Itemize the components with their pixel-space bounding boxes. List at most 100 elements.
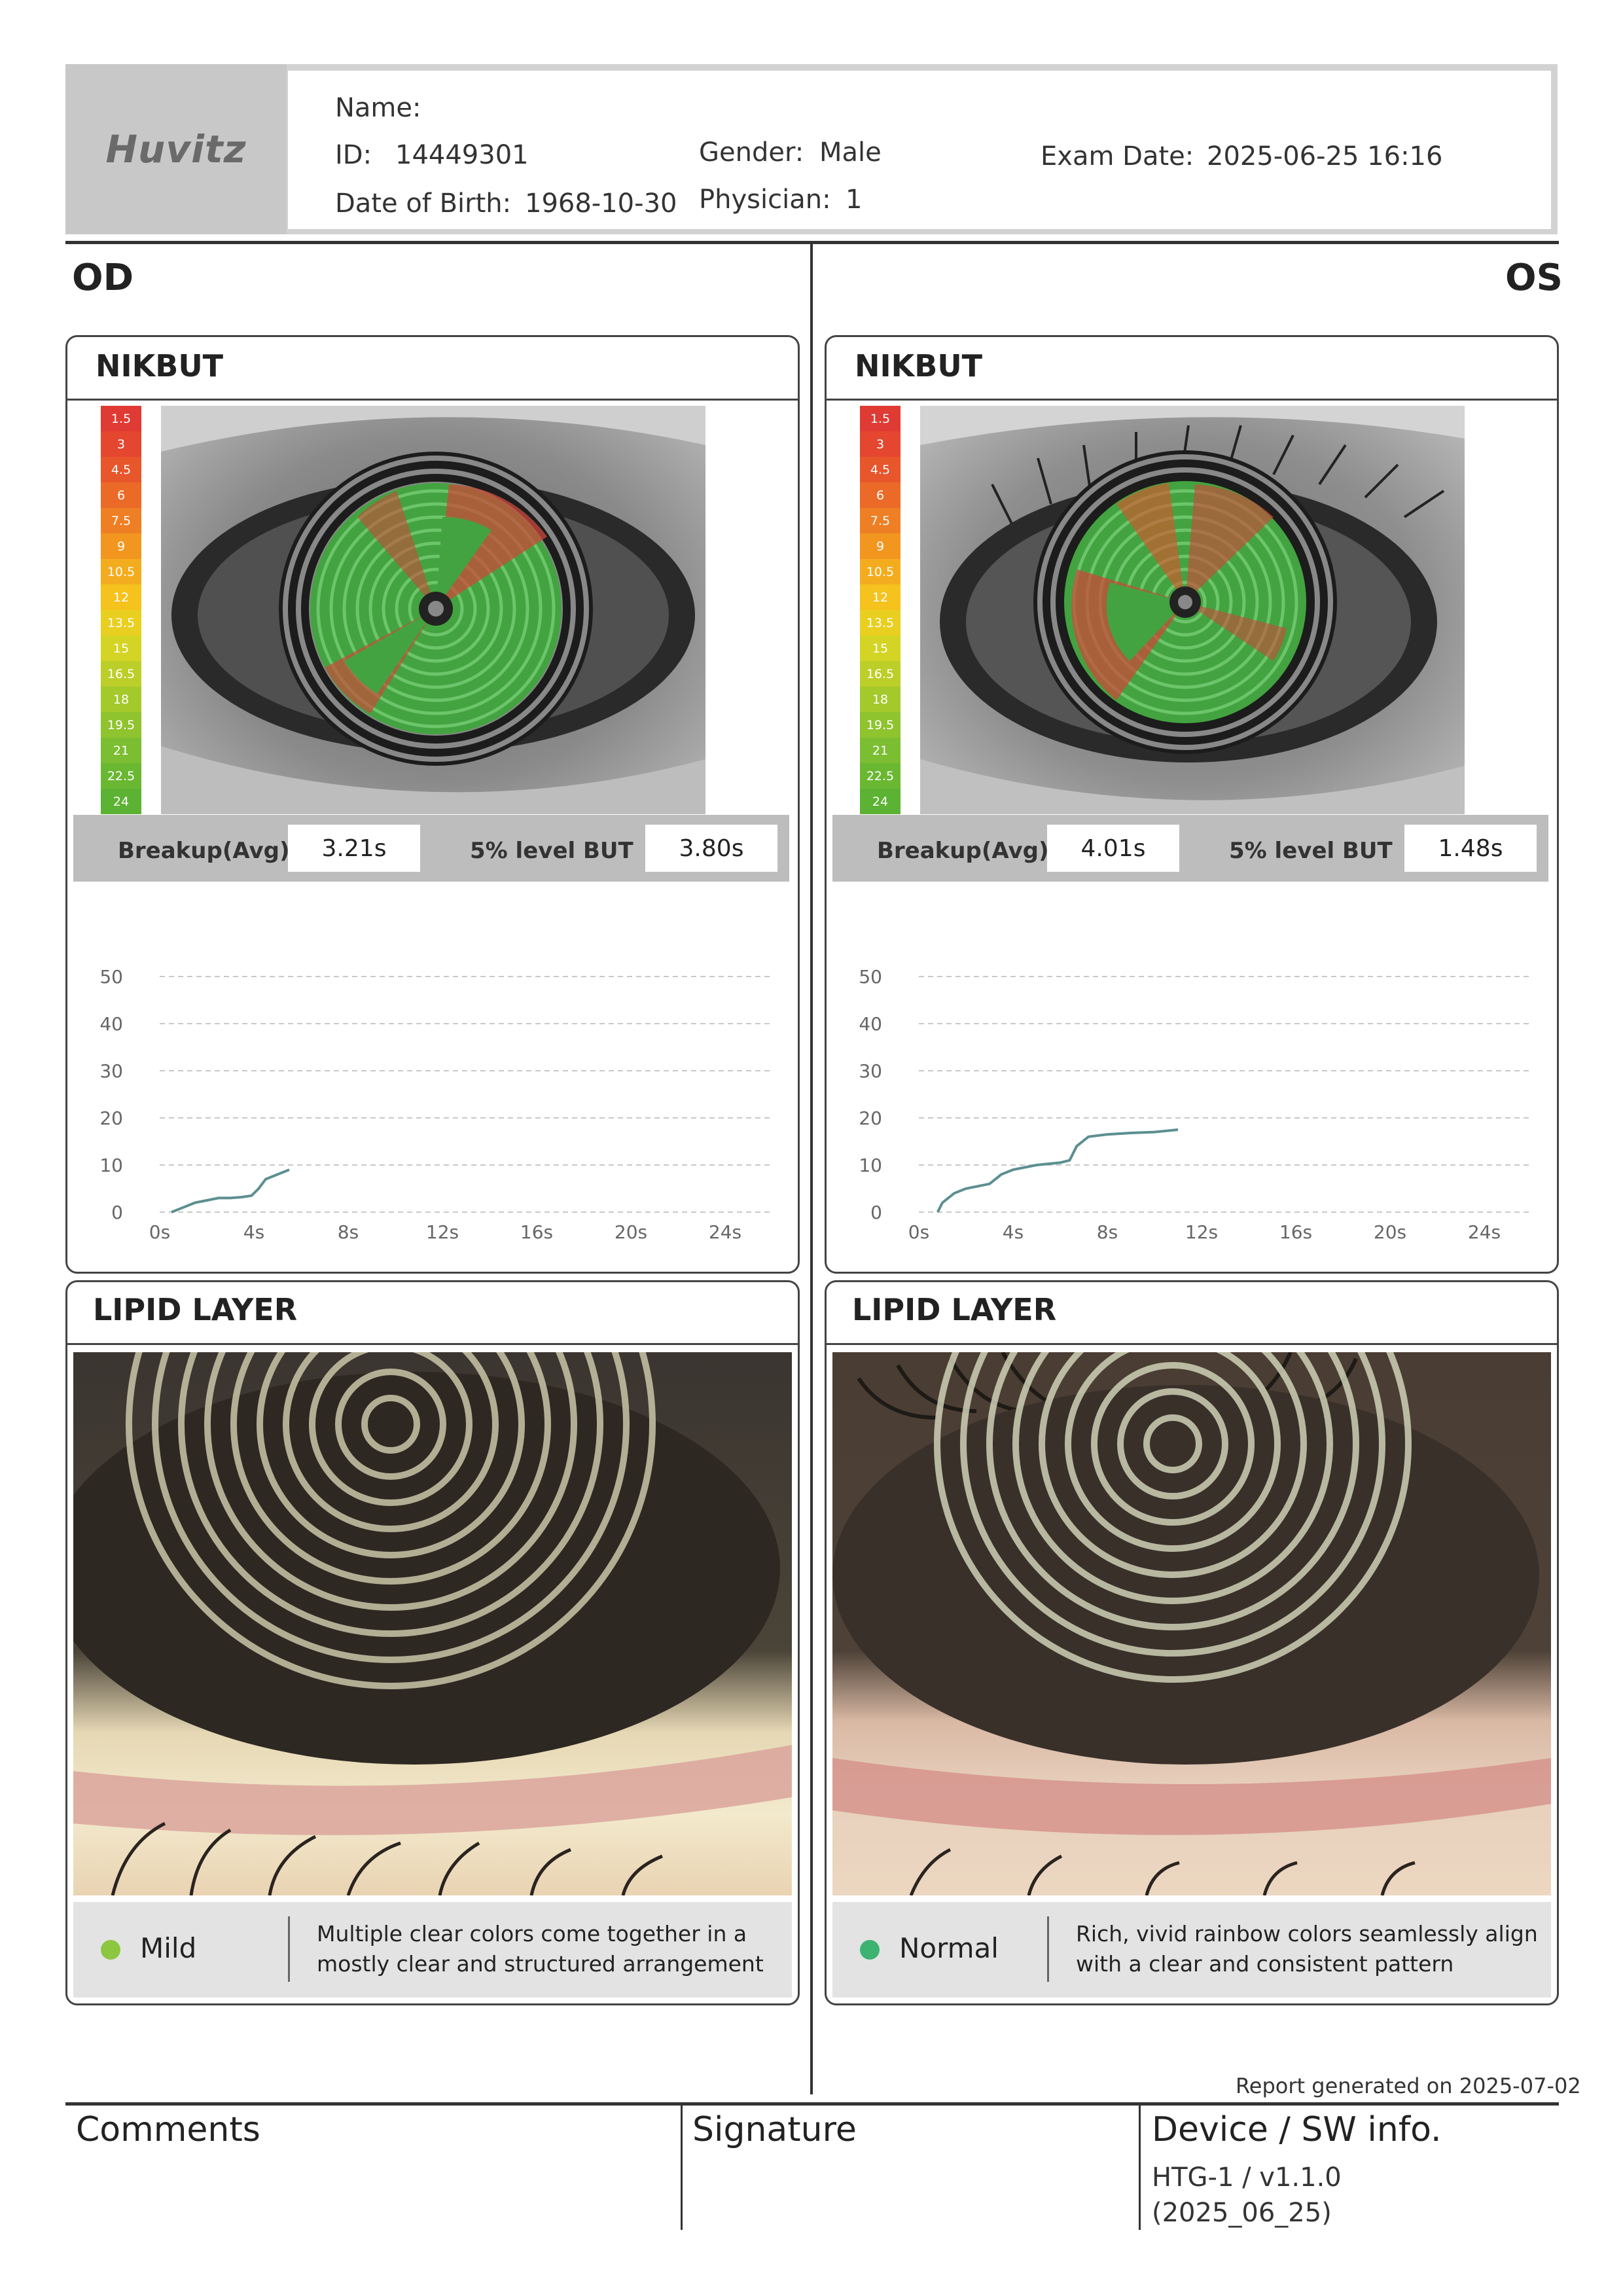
od-lipid-layer-image [73,1352,792,1895]
od-lipid-grade: Mild [140,1932,197,1964]
scale-cell: 15 [860,636,901,661]
od-breakup-value: 3.21s [288,825,420,872]
scale-cell: 24 [101,789,141,814]
exam-date-value: 2025-06-25 16:16 [1207,141,1443,171]
series-line [936,1128,1179,1213]
scale-cell: 9 [860,533,901,559]
name-label: Name: [335,93,421,123]
scale-cell: 16.5 [101,661,141,687]
y-tick-label: 20 [859,1107,882,1129]
grade-separator [1047,1916,1049,1982]
scale-cell: 19.5 [860,712,901,738]
scale-cell: 15 [101,636,141,661]
x-tick-label: 8s [1097,1221,1118,1243]
scale-cell: 9 [101,533,141,559]
od-5pct-label: 5% level BUT [470,838,633,864]
report-generated-date: Report generated on 2025-07-02 [1236,2073,1581,2098]
signature-label: Signature [692,2110,857,2149]
device-info-line1: HTG-1 / v1.1.0 [1152,2162,1342,2193]
grade-separator [288,1916,290,1982]
scale-cell: 6 [860,482,901,508]
dob-value: 1968-10-30 [525,188,677,219]
x-tick-label: 4s [243,1221,264,1243]
panel-separator [67,399,798,401]
scale-cell: 4.5 [101,457,141,482]
y-tick-label: 30 [859,1060,882,1082]
y-tick-label: 0 [870,1202,882,1223]
scale-cell: 18 [860,687,901,712]
x-tick-label: 24s [1468,1221,1501,1243]
scale-cell: 7.5 [860,508,901,533]
od-nikbut-color-scale: 1.5 3 4.5 6 7.5 9 10.5 12 13.5 15 16.5 18 19.5 21 22.5… [101,406,141,814]
os-nikbut-color-scale: 1.5 3 4.5 6 7.5 9 10.5 12 13.5 15 16.5 18 19.5 21 22.5… [860,406,901,814]
header-rule [65,241,1559,244]
panel-separator [827,1343,1557,1345]
footer-divider [1139,2106,1141,2230]
y-tick-label: 20 [99,1107,123,1129]
scale-cell: 18 [101,687,141,712]
gender-label: Gender: [699,137,804,168]
gender-value: Male [819,137,882,168]
y-tick-label: 10 [99,1155,123,1176]
x-tick-label: 20s [615,1221,647,1243]
scale-cell: 12 [101,584,141,610]
od-lipid-grade-box [73,1902,792,1998]
physician-value: 1 [846,185,863,215]
os-lipid-grade-box [832,1902,1551,1998]
device-info-label: Device / SW info. [1152,2110,1442,2149]
scale-cell: 12 [860,584,901,610]
y-tick-label: 50 [99,966,123,988]
x-tick-label: 12s [1185,1221,1218,1243]
id-label: ID: [335,140,372,170]
y-tick-label: 40 [99,1013,123,1035]
scale-cell: 24 [860,789,901,814]
os-lipid-grade-dot-icon [860,1940,880,1960]
scale-cell: 13.5 [101,610,141,636]
od-nikbut-eye-image [161,406,705,814]
scale-cell: 16.5 [860,661,901,687]
y-tick-label: 30 [99,1060,123,1082]
panel-separator [827,399,1557,401]
od-nikbut-chart: 0 10 20 30 40 50 0s 4s 8s 12s 16s 20s 24s [99,966,772,1243]
od-lipid-desc-line1: Multiple clear colors come together in a [317,1921,747,1946]
exam-date-label: Exam Date: [1041,141,1194,171]
device-info-line2: (2025_06_25) [1152,2198,1332,2228]
scale-cell: 1.5 [101,406,141,431]
os-breakup-label: Breakup(Avg) [877,838,1049,864]
scale-cell: 13.5 [860,610,901,636]
id-value: 14449301 [395,140,529,170]
x-tick-label: 0s [908,1221,929,1243]
x-tick-label: 16s [1279,1221,1312,1243]
os-nikbut-title: NIKBUT [855,348,983,384]
scale-cell: 21 [860,738,901,763]
od-breakup-label: Breakup(Avg) [118,838,290,864]
od-nikbut-title: NIKBUT [96,348,224,384]
y-tick-label: 50 [859,966,882,988]
os-breakup-value: 4.01s [1047,825,1179,872]
scale-cell: 10.5 [101,559,141,584]
os-5pct-value: 1.48s [1404,825,1537,872]
panel-separator [67,1343,798,1345]
os-label: OS [1505,257,1563,299]
y-tick-label: 40 [859,1013,882,1035]
patient-info-panel [288,71,1551,229]
x-tick-label: 4s [1003,1221,1024,1243]
x-tick-label: 8s [338,1221,359,1243]
scale-cell: 6 [101,482,141,508]
huvitz-logo: Huvitz [65,64,287,234]
scale-cell: 3 [860,431,901,457]
x-tick-label: 0s [149,1221,170,1243]
od-lipid-title: LIPID LAYER [93,1292,298,1327]
os-5pct-label: 5% level BUT [1229,838,1393,864]
os-lipid-title: LIPID LAYER [852,1292,1057,1327]
scale-cell: 10.5 [860,559,901,584]
scale-cell: 21 [101,738,141,763]
series-line [171,1168,290,1213]
y-tick-label: 0 [111,1202,123,1223]
os-lipid-grade: Normal [899,1932,999,1964]
od-label: OD [72,257,134,299]
footer-rule [65,2102,1559,2106]
od-lipid-desc-line2: mostly clear and structured arrangement [317,1951,764,1977]
footer-divider [681,2106,683,2230]
scale-cell: 22.5 [860,763,901,789]
